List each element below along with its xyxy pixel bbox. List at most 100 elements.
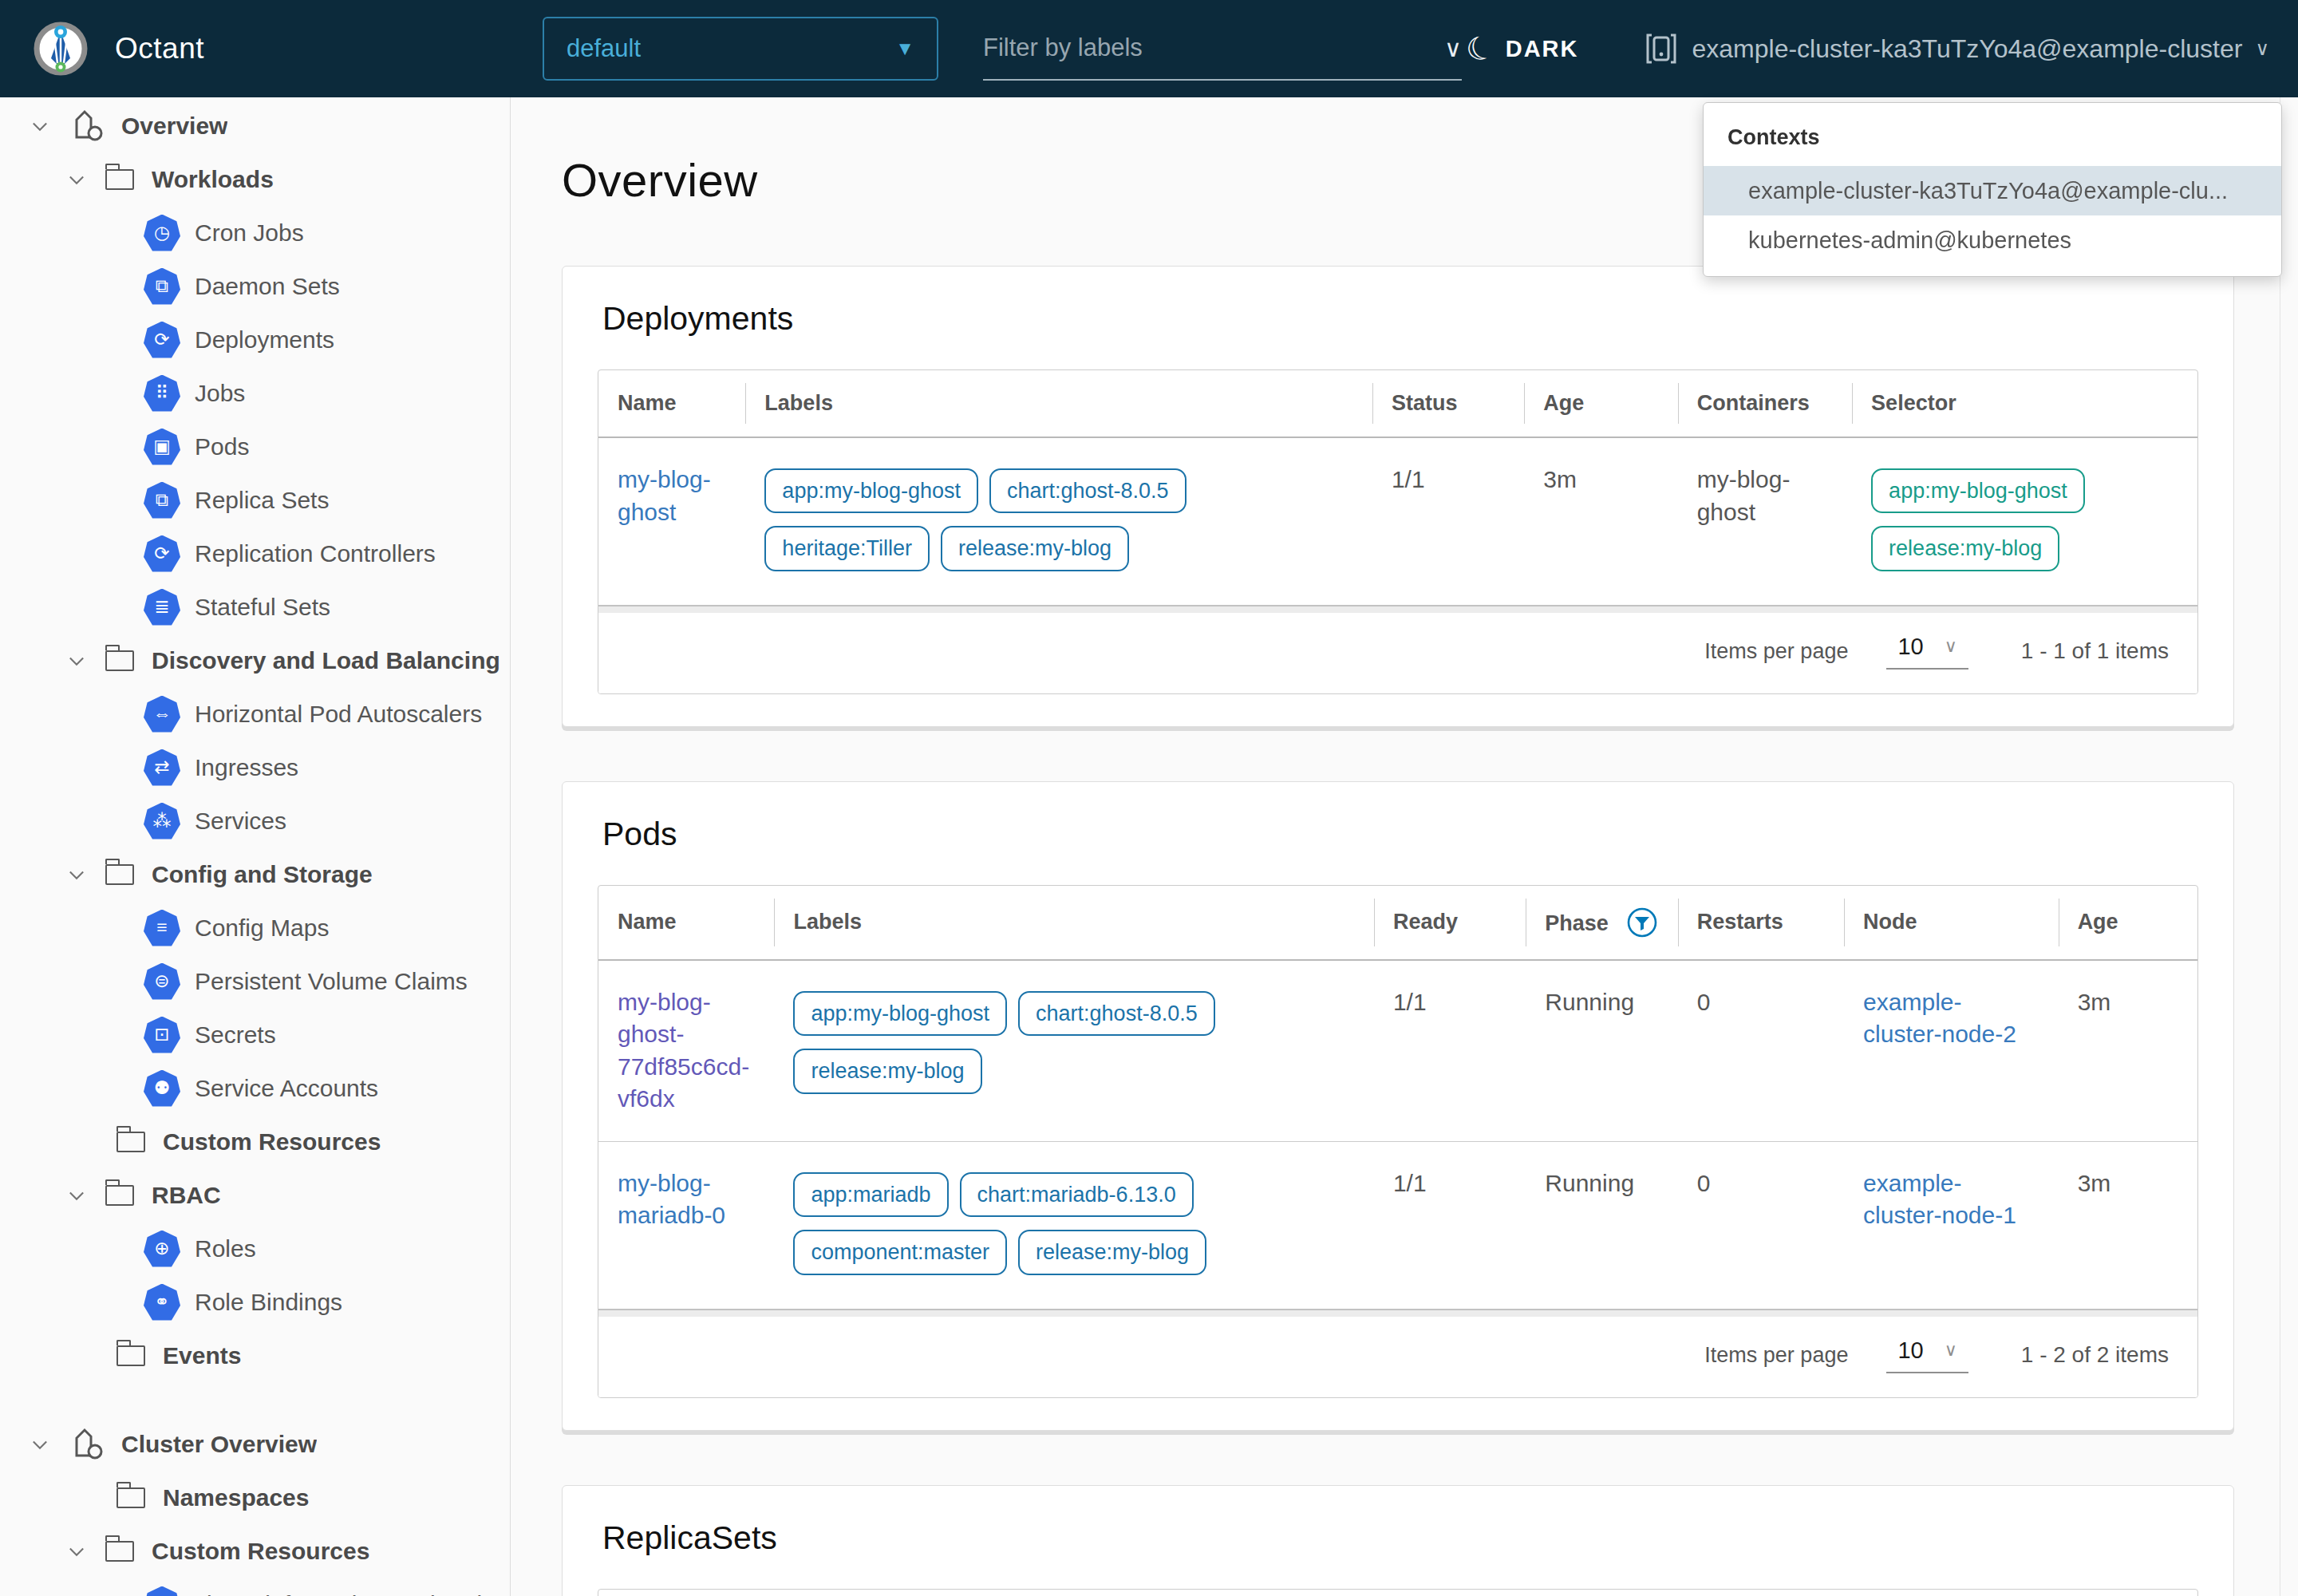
expand-chevron-icon[interactable] bbox=[24, 1433, 56, 1456]
context-switcher[interactable]: example-cluster-ka3TuTzYo4a@example-clus… bbox=[1645, 30, 2269, 67]
sidebar-item-events[interactable]: Events bbox=[0, 1329, 510, 1382]
sidebar-item-discovery-and-load-balancing[interactable]: Discovery and Load Balancing bbox=[0, 634, 510, 687]
sidebar-item-secrets[interactable]: ⊡Secrets bbox=[0, 1008, 510, 1061]
name-link[interactable]: my-blog-ghost-77df85c6cd-vf6dx bbox=[618, 989, 749, 1112]
app-title: Octant bbox=[115, 32, 204, 65]
cell-node: example-cluster-node-2 bbox=[1844, 960, 2059, 1142]
namespace-select[interactable]: default ▼ bbox=[543, 17, 938, 81]
label-tag[interactable]: release:my-blog bbox=[1871, 526, 2059, 571]
sidebar-item-pods[interactable]: ▣Pods bbox=[0, 420, 510, 473]
sidebar-item-config-maps[interactable]: ≡Config Maps bbox=[0, 901, 510, 954]
cell-age: 3m bbox=[2059, 960, 2197, 1142]
folder-icon bbox=[105, 864, 134, 885]
sidebar-item-services[interactable]: ⁂Services bbox=[0, 794, 510, 847]
sidebar-item-namespaces[interactable]: Namespaces bbox=[0, 1471, 510, 1524]
column-header-label: Age bbox=[2078, 910, 2118, 934]
page-size-select[interactable]: 10∨ bbox=[1886, 634, 1968, 670]
page-size-value: 10 bbox=[1897, 634, 1923, 660]
table-row: my-blog-ghostapp:my-blog-ghostchart:ghos… bbox=[598, 437, 2197, 605]
sidebar-item-custom-resources[interactable]: Custom Resources bbox=[0, 1524, 510, 1578]
sidebar-item-cron-jobs[interactable]: ◷Cron Jobs bbox=[0, 206, 510, 259]
label-tag[interactable]: app:my-blog-ghost bbox=[1871, 468, 2085, 513]
column-header-label: Phase bbox=[1545, 911, 1609, 935]
page-size-value: 10 bbox=[1897, 1337, 1923, 1364]
sidebar-item-rbac[interactable]: RBAC bbox=[0, 1168, 510, 1222]
expand-chevron-icon[interactable] bbox=[61, 650, 93, 672]
sidebar-item-label: Cluster Overview bbox=[121, 1431, 317, 1458]
label-tag[interactable]: heritage:Tiller bbox=[764, 526, 930, 571]
column-header-label: Selector bbox=[1871, 391, 1956, 415]
sidebar-item-role-bindings[interactable]: ⚭Role Bindings bbox=[0, 1275, 510, 1329]
expand-chevron-icon[interactable] bbox=[61, 1184, 93, 1207]
sidebar-item-cluster-overview[interactable]: Cluster Overview bbox=[0, 1417, 510, 1471]
expand-chevron-icon[interactable] bbox=[61, 168, 93, 191]
label-tag[interactable]: app:mariadb bbox=[793, 1172, 948, 1217]
label-tag[interactable]: chart:ghost-8.0.5 bbox=[989, 468, 1187, 513]
filter-icon[interactable] bbox=[1626, 907, 1658, 938]
label-tag[interactable]: chart:ghost-8.0.5 bbox=[1018, 991, 1215, 1036]
chevron-down-icon bbox=[29, 115, 51, 137]
data-table: NameLabelsStatusAgeContainersSelectormy-… bbox=[598, 370, 2197, 605]
sidebar-item-label: Replication Controllers bbox=[195, 540, 436, 567]
k8s-resource-icon: ⚉ bbox=[144, 1070, 180, 1107]
expand-chevron-icon[interactable] bbox=[61, 863, 93, 886]
sidebar-item-persistent-volume-claims[interactable]: ⊜Persistent Volume Claims bbox=[0, 954, 510, 1008]
column-header-node: Node bbox=[1844, 886, 2059, 960]
sidebar-item-custom-resources[interactable]: Custom Resources bbox=[0, 1115, 510, 1168]
items-per-page-label: Items per page bbox=[1704, 639, 1848, 664]
items-per-page-label: Items per page bbox=[1704, 1343, 1848, 1368]
sidebar-item-roles[interactable]: ⊕Roles bbox=[0, 1222, 510, 1275]
chevron-down-icon: ∨ bbox=[2255, 38, 2269, 60]
datagrid: NameLabelsStatusAgeContainersSelectormy-… bbox=[598, 1589, 2198, 1596]
sidebar-item-label: Ingresses bbox=[195, 754, 298, 781]
expand-chevron-icon[interactable] bbox=[61, 1540, 93, 1562]
dark-mode-toggle[interactable]: ☾ DARK bbox=[1466, 30, 1579, 67]
column-header-label: Restarts bbox=[1697, 910, 1783, 934]
label-tag[interactable]: release:my-blog bbox=[1018, 1230, 1206, 1274]
name-link[interactable]: my-blog-ghost bbox=[618, 466, 711, 525]
contexts-dropdown-title: Contexts bbox=[1704, 103, 2281, 166]
expand-chevron-icon[interactable] bbox=[24, 115, 56, 137]
label-tag[interactable]: release:my-blog bbox=[793, 1049, 981, 1093]
node-link[interactable]: example-cluster-node-1 bbox=[1863, 1170, 2016, 1229]
chevron-down-icon: ∨ bbox=[1444, 34, 1462, 62]
label-filter-input[interactable]: Filter by labels ∨ bbox=[983, 17, 1462, 81]
page-size-select[interactable]: 10 ∨ bbox=[1886, 1337, 1968, 1373]
sidebar-item-ingresses[interactable]: ⇄Ingresses bbox=[0, 741, 510, 794]
node-link[interactable]: example-cluster-node-2 bbox=[1863, 989, 2016, 1048]
sidebar-item-jobs[interactable]: ⠿Jobs bbox=[0, 366, 510, 420]
k8s-resource-icon: ⟳ bbox=[144, 535, 180, 572]
pagination-range: 1 - 2 of 2 items bbox=[2021, 1342, 2169, 1368]
label-tag[interactable]: chart:mariadb-6.13.0 bbox=[960, 1172, 1194, 1217]
sidebar-item-replication-controllers[interactable]: ⟳ Replication Controllers bbox=[0, 527, 510, 580]
context-item-example-cluster-ka3tutzyo4a-example-clu[interactable]: example-cluster-ka3TuTzYo4a@example-clu.… bbox=[1704, 166, 2281, 215]
k8s-resource-icon: ⧉ bbox=[144, 482, 180, 519]
dark-mode-label: DARK bbox=[1506, 36, 1579, 62]
sidebar-item-horizontal-pod-autoscalers[interactable]: ⇔Horizontal Pod Autoscalers bbox=[0, 687, 510, 741]
sidebar-item-config-and-storage[interactable]: Config and Storage bbox=[0, 847, 510, 901]
folder-icon bbox=[105, 1185, 134, 1206]
sidebar-item-workloads[interactable]: Workloads bbox=[0, 152, 510, 206]
age-value: 3m bbox=[2078, 1170, 2111, 1196]
chevron-down-icon: ∨ bbox=[1945, 1340, 1957, 1361]
folder-icon bbox=[105, 169, 134, 190]
sidebar-item-daemon-sets[interactable]: ⧉Daemon Sets bbox=[0, 259, 510, 313]
sidebar-item-stateful-sets[interactable]: ≣Stateful Sets bbox=[0, 580, 510, 634]
label-tag[interactable]: app:my-blog-ghost bbox=[764, 468, 978, 513]
sidebar-item-service-accounts[interactable]: ⚉Service Accounts bbox=[0, 1061, 510, 1115]
sidebar-item-overview[interactable]: Overview bbox=[0, 99, 510, 152]
label-tag[interactable]: release:my-blog bbox=[941, 526, 1129, 571]
folder-icon bbox=[105, 650, 134, 671]
sidebar-item-label: Daemon Sets bbox=[195, 273, 340, 300]
contexts-dropdown: Contexts example-cluster-ka3TuTzYo4a@exa… bbox=[1703, 102, 2282, 277]
sidebar-item-label: clusterinformations.crd.projec bbox=[195, 1591, 507, 1596]
sidebar-item-replica-sets[interactable]: ⧉Replica Sets bbox=[0, 473, 510, 527]
sidebar-item-clusterinformations-crd-projec[interactable]: ✚clusterinformations.crd.projec bbox=[0, 1578, 510, 1596]
label-tag[interactable]: app:my-blog-ghost bbox=[793, 991, 1007, 1036]
label-tag[interactable]: component:master bbox=[793, 1230, 1007, 1274]
sidebar-item-label: Workloads bbox=[152, 166, 274, 193]
context-item-kubernetes-admin-kubernetes[interactable]: kubernetes-admin@kubernetes bbox=[1704, 215, 2281, 265]
sidebar-item-deployments[interactable]: ⟳Deployments bbox=[0, 313, 510, 366]
name-link[interactable]: my-blog-mariadb-0 bbox=[618, 1170, 725, 1229]
column-header-name: Name bbox=[598, 370, 745, 437]
